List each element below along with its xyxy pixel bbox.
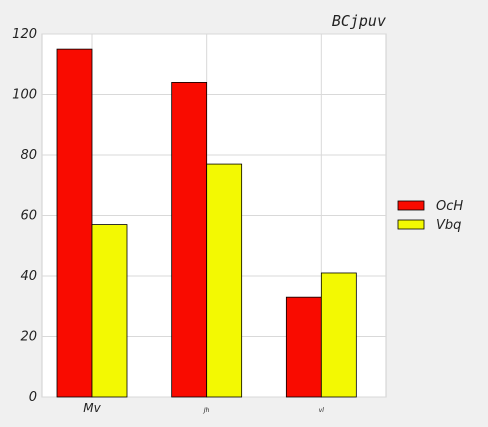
- y-tick-label: 0: [29, 390, 37, 405]
- legend: OcH Vbq: [397, 199, 463, 233]
- x-tick-label: Mv: [83, 401, 101, 415]
- chart-title: BCjpuv: [332, 12, 386, 30]
- legend-swatch: [397, 219, 425, 230]
- bar-OcH-vl: [285, 296, 322, 398]
- y-tick-label: 100: [12, 88, 37, 103]
- x-axis-ticks: Mv Jh vl: [83, 401, 324, 415]
- bars: [56, 48, 357, 398]
- x-tick-label: Jh: [203, 407, 210, 414]
- legend-label: OcH: [436, 199, 463, 214]
- legend-label: Vbq: [436, 218, 461, 233]
- bar-OcH-Mv: [56, 48, 93, 398]
- y-tick-label: 40: [20, 269, 37, 284]
- y-tick-label: 20: [20, 330, 37, 345]
- y-tick-label: 120: [12, 27, 37, 42]
- bar-OcH-Jh: [171, 82, 208, 398]
- x-tick-label: vl: [319, 407, 325, 414]
- bar-Vbq-Jh: [206, 163, 243, 398]
- bar-Vbq-Mv: [91, 224, 128, 398]
- y-axis-ticks: 0 20 40 60 80 100 120: [12, 27, 37, 405]
- y-tick-label: 80: [20, 148, 37, 163]
- y-tick-label: 60: [20, 209, 37, 224]
- bar-Vbq-vl: [320, 272, 357, 398]
- legend-swatch: [397, 200, 425, 211]
